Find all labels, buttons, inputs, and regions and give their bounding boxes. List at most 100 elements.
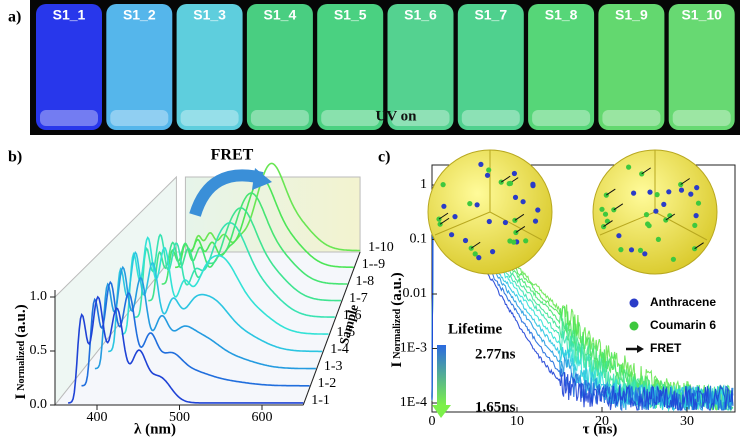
molecule <box>452 214 458 220</box>
molecule <box>663 217 669 223</box>
molecule <box>654 192 660 198</box>
fret-link <box>603 220 613 228</box>
vial-label: S1_2 <box>123 7 156 23</box>
vial-glow <box>40 110 98 126</box>
y-label-sub: Normalized <box>16 340 27 390</box>
vial <box>598 4 665 130</box>
molecule <box>535 207 541 213</box>
vial-glow <box>672 110 731 126</box>
panel-label: c) <box>378 149 390 166</box>
cutaway <box>434 150 543 241</box>
fret-link <box>514 213 525 221</box>
molecule <box>642 251 648 257</box>
vial <box>246 4 313 130</box>
caption: UV on <box>376 108 418 124</box>
spectrum <box>134 221 335 318</box>
spectrum <box>94 265 316 370</box>
molecule <box>692 222 698 228</box>
vial-glow <box>180 110 239 126</box>
molecule <box>695 200 702 206</box>
vial <box>528 4 595 130</box>
y-axis-label: I Normalized (a.u.) <box>13 304 29 399</box>
molecule <box>490 249 496 255</box>
lifetime-arrowhead <box>432 405 451 418</box>
vial-glow <box>532 110 591 126</box>
spectrum <box>81 280 310 387</box>
vial-glow <box>110 110 169 126</box>
y-tick-label: 1E-4 <box>400 395 427 410</box>
molecule <box>678 187 685 193</box>
molecule <box>645 221 651 227</box>
lifetime-min: 1.65ns <box>475 399 516 415</box>
lifetime-bar <box>437 345 446 405</box>
molecule <box>476 255 482 261</box>
fret-link <box>694 242 704 250</box>
fret-link <box>606 188 616 196</box>
molecule <box>462 237 469 244</box>
depth-tick-label: 1-3 <box>324 359 343 374</box>
vial <box>457 4 524 130</box>
vial-glow <box>461 110 520 126</box>
vial-label: S1_4 <box>264 7 297 23</box>
molecule <box>643 212 650 218</box>
fret-link <box>438 212 449 220</box>
depth-tick-label: 1--9 <box>362 257 385 272</box>
molecule <box>478 161 484 167</box>
depth-tick-label: 1-10 <box>368 240 394 255</box>
molecule <box>693 213 699 219</box>
x-tick-label: 500 <box>169 410 190 425</box>
vial-label: S1_10 <box>681 7 722 23</box>
vial-glow <box>602 110 661 126</box>
molecule <box>647 189 653 195</box>
molecule <box>486 167 492 173</box>
molecule <box>486 218 492 225</box>
depth-tick-label: 1-2 <box>318 376 337 391</box>
depth-tick-label: 1-1 <box>311 393 330 408</box>
vial <box>106 4 173 130</box>
depth-tick-label: 1-8 <box>355 274 374 289</box>
y-tick-label: 0.5 <box>30 343 48 358</box>
molecule <box>618 247 624 253</box>
fret-link <box>665 213 676 221</box>
molecule <box>474 202 480 208</box>
vial-label: S1_7 <box>474 7 507 23</box>
y-tick-label: 1.0 <box>30 289 48 304</box>
molecule <box>511 170 517 177</box>
axis <box>302 251 361 406</box>
x-tick-label: 600 <box>252 410 273 425</box>
molecule <box>502 219 508 226</box>
panel-label: b) <box>8 149 22 166</box>
legend-label: Coumarin 6 <box>650 318 716 332</box>
molecule <box>532 218 539 224</box>
molecule <box>602 211 609 217</box>
vial-glow <box>250 110 309 126</box>
y-label-sub: Normalized <box>392 308 403 358</box>
molecule <box>440 182 446 188</box>
lifetime-max: 2.77ns <box>475 346 516 362</box>
x-tick-label: 10 <box>510 414 524 429</box>
molecule <box>484 172 491 178</box>
vial <box>317 4 384 130</box>
y-tick-label: 1E-3 <box>400 341 427 356</box>
vial-label: S1_9 <box>615 7 648 23</box>
legend-marker <box>637 345 644 353</box>
vial-label: S1_6 <box>404 7 437 23</box>
x-tick-label: 0 <box>429 414 436 429</box>
y-tick-label: 0.01 <box>403 286 428 301</box>
fret-link <box>680 178 690 185</box>
molecule <box>653 208 659 214</box>
molecule <box>661 201 667 207</box>
y-label-unit: (a.u.) <box>13 304 29 337</box>
legend-marker <box>629 321 639 331</box>
y-tick-label: 0.0 <box>30 397 48 412</box>
vial <box>36 4 102 130</box>
x-axis-label: λ (nm) <box>134 421 176 437</box>
y-tick-label: 0.1 <box>410 232 428 247</box>
fret-arrow <box>189 169 264 217</box>
vial <box>668 4 735 130</box>
molecule <box>688 191 694 197</box>
y-axis-label: I Normalized (a.u.) <box>389 272 405 367</box>
depth-tick-label: 1-6 <box>343 308 362 323</box>
molecule <box>498 179 504 185</box>
